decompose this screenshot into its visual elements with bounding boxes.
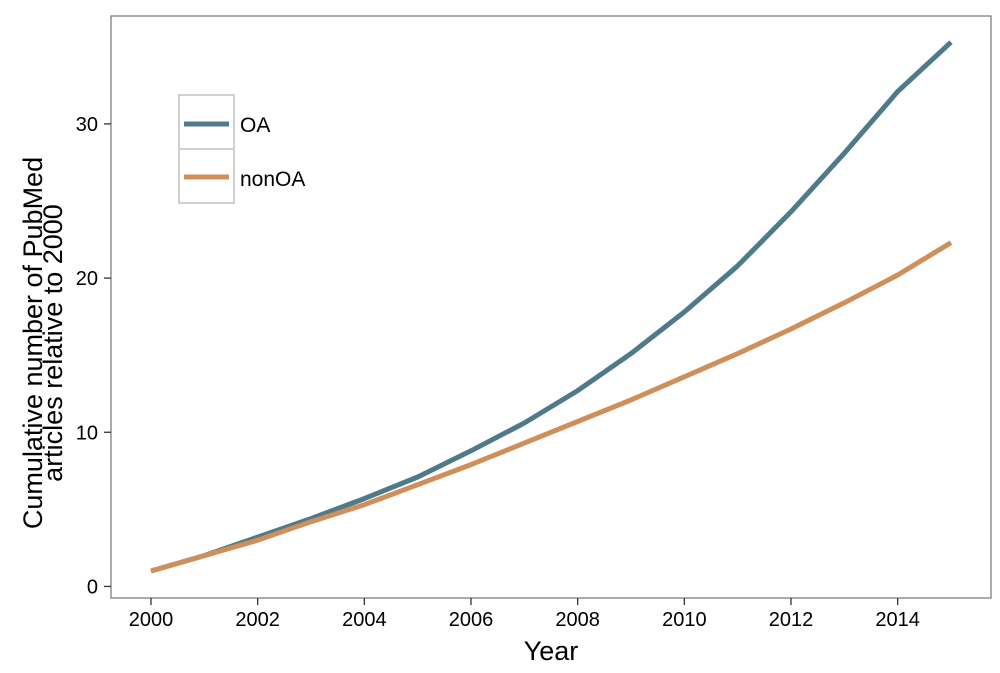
series-line-oa [150, 40, 953, 574]
y-axis-title-line-1: Cumulative number of PubMed [18, 157, 48, 529]
legend-label-oa: OA [240, 114, 270, 137]
y-tick-label: 30 [76, 114, 98, 136]
x-tick-label: 2010 [662, 609, 707, 631]
series-line-nonoa [150, 240, 953, 574]
x-tick-label: 2000 [129, 609, 174, 631]
series-group [150, 40, 953, 574]
x-tick-label: 2004 [342, 609, 387, 631]
x-axis: 2000 2002 2004 2006 2008 2010 2012 2014 [129, 598, 920, 631]
x-tick-label: 2014 [875, 609, 920, 631]
y-axis: 0 10 20 30 [76, 114, 111, 598]
y-axis-title-line-2: articles relative to 2000 [38, 204, 68, 482]
y-tick-label: 20 [76, 268, 98, 290]
legend: OA nonOA [178, 94, 305, 204]
x-tick-label: 2008 [555, 609, 600, 631]
legend-label-nonoa: nonOA [240, 168, 305, 191]
x-tick-label: 2006 [449, 609, 494, 631]
x-tick-label: 2002 [235, 609, 280, 631]
plot-panel [110, 15, 992, 599]
x-tick-label: 2012 [769, 609, 814, 631]
y-axis-title: Cumulative number of PubMed articles rel… [18, 157, 68, 529]
x-axis-title: Year [524, 636, 579, 666]
y-tick-label: 10 [76, 422, 98, 444]
y-tick-label: 0 [87, 576, 98, 598]
